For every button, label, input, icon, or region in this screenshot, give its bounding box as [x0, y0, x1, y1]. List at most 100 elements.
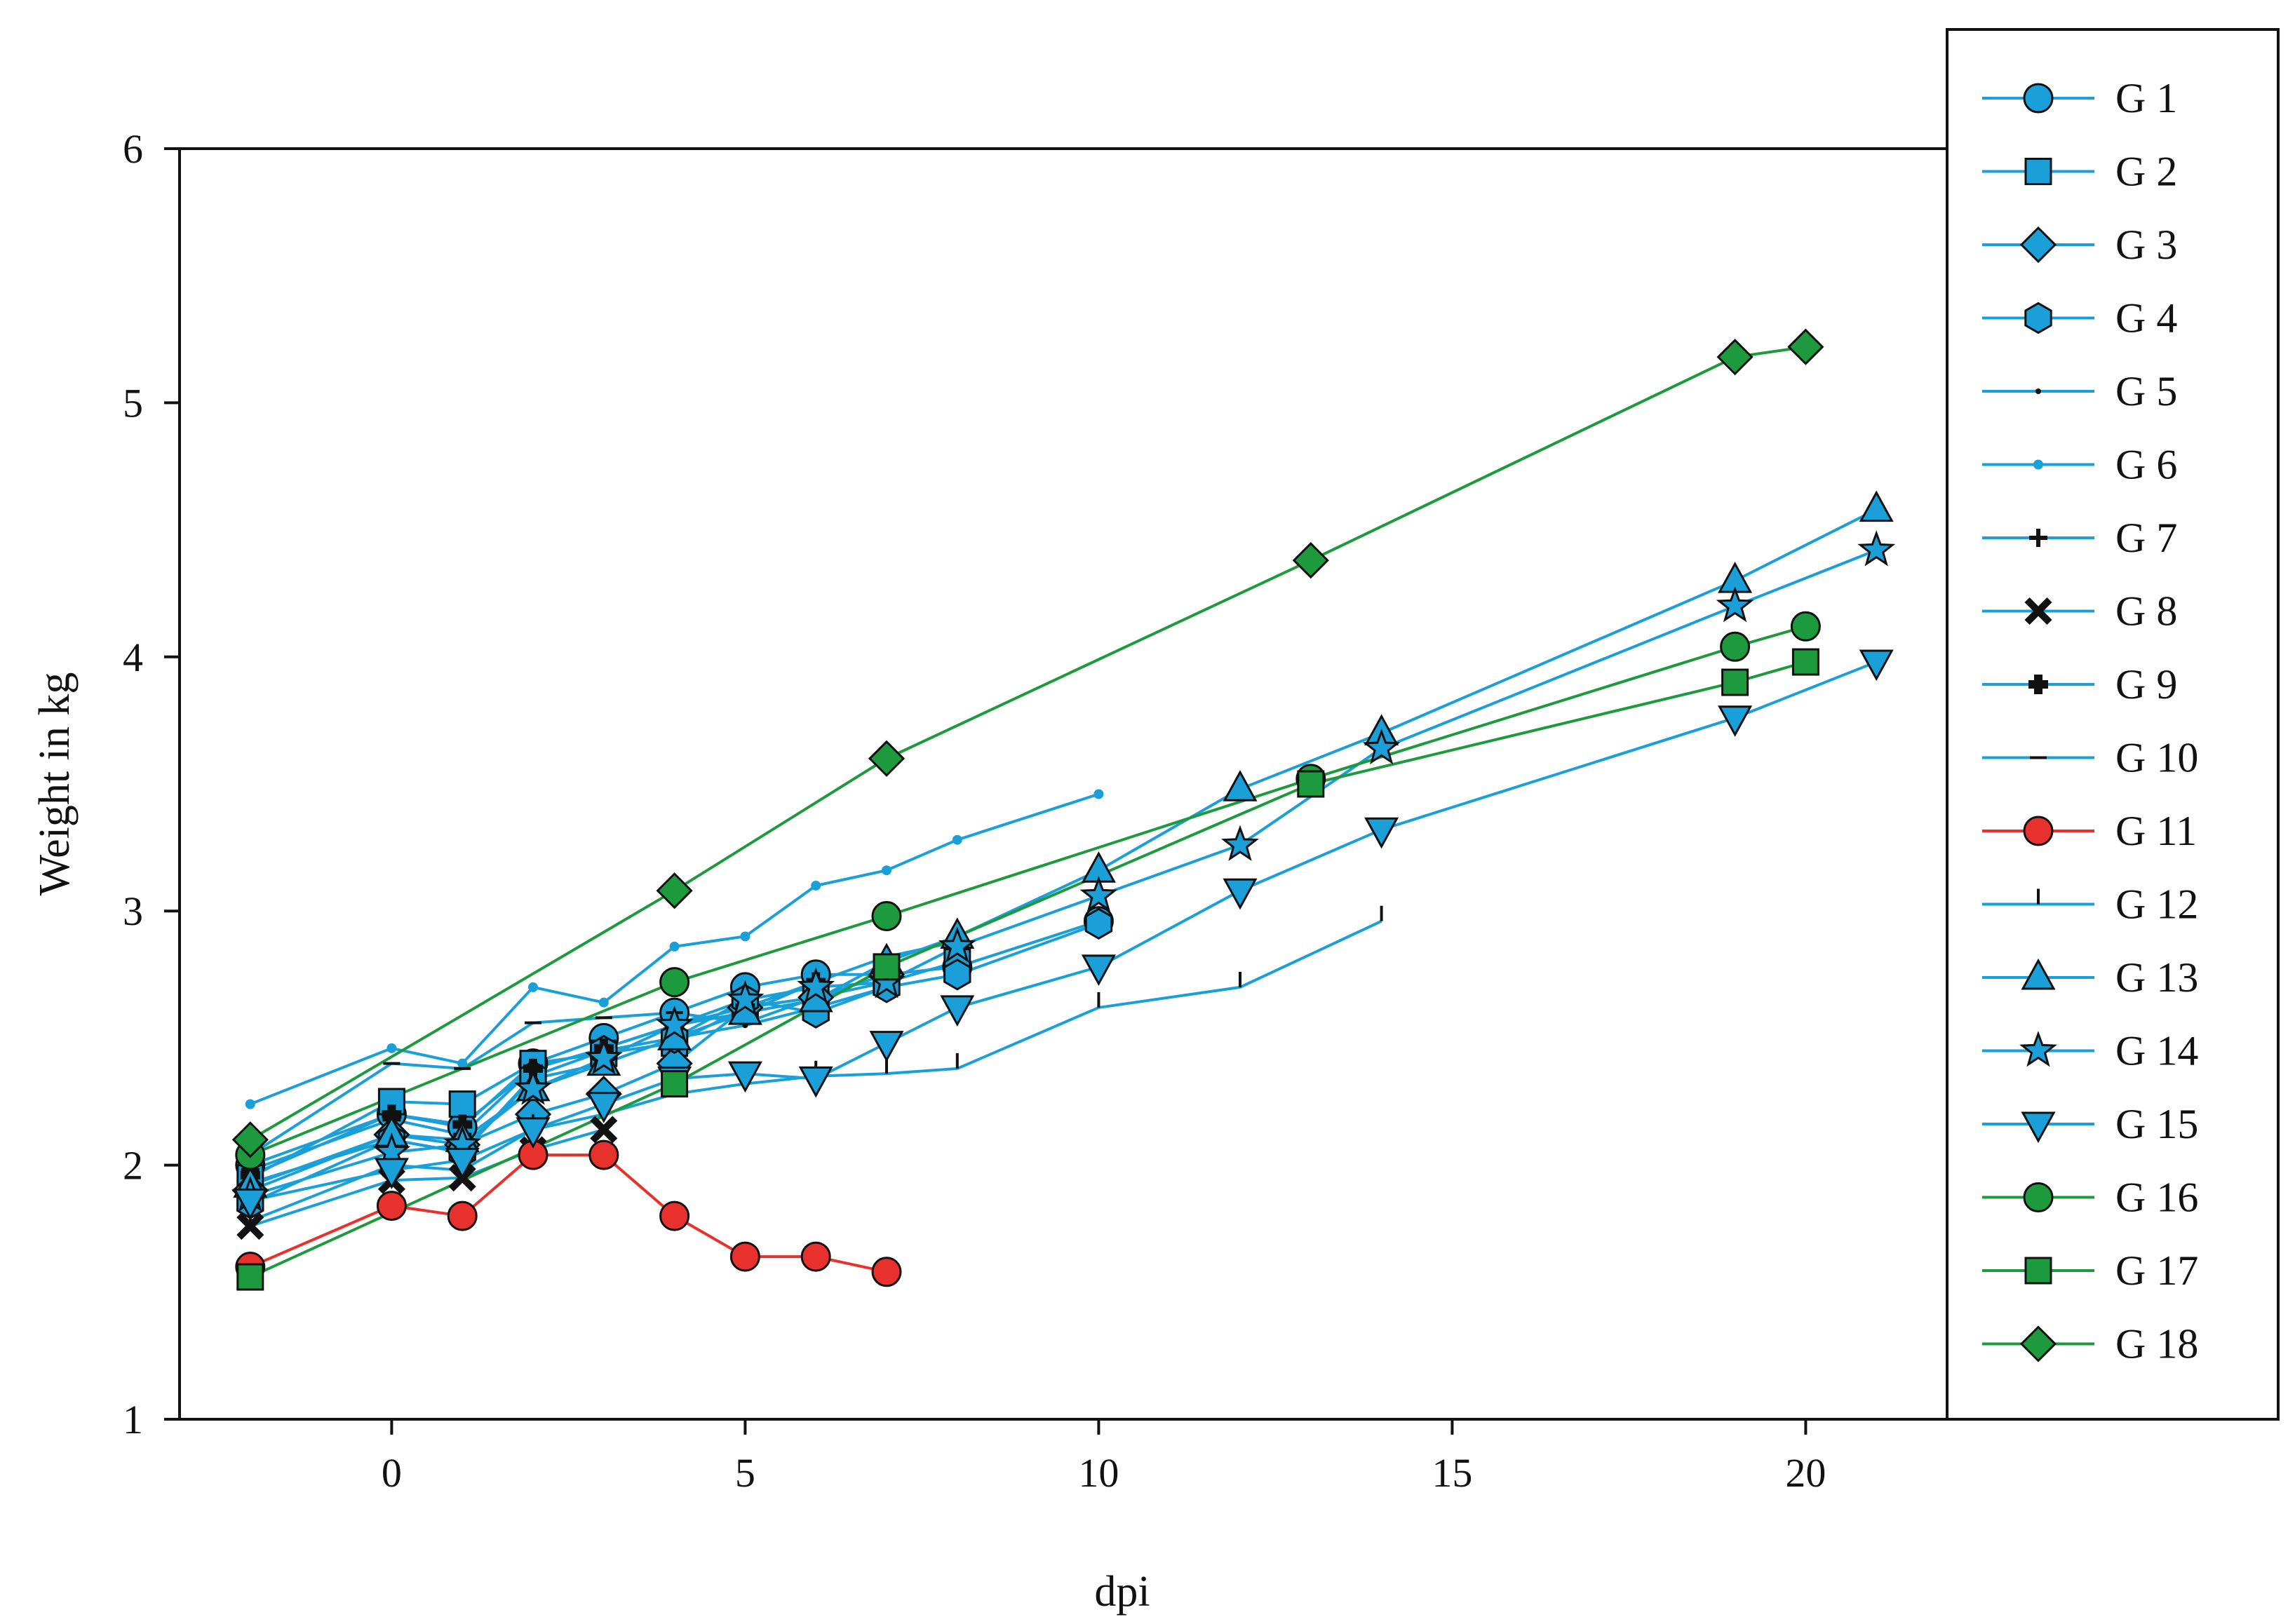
legend-marker [2023, 816, 2054, 846]
legend-item-g16: G 16 [1982, 1175, 2198, 1221]
legend-item-g9: G 9 [1982, 661, 2177, 708]
data-point-g18 [1787, 328, 1824, 365]
data-point-g14 [1079, 876, 1118, 912]
legend-item-g15: G 15 [1982, 1101, 2198, 1147]
legend-item-g3: G 3 [1982, 222, 2177, 268]
legend-marker [2019, 226, 2057, 264]
legend-marker [2023, 83, 2054, 114]
legend-marker [2024, 302, 2052, 334]
legend-item-g11: G 11 [1982, 808, 2197, 854]
data-point-g15 [869, 1031, 904, 1062]
data-point-g11 [588, 1139, 619, 1170]
data-point-g16 [659, 967, 690, 998]
legend-label: G 13 [2115, 954, 2198, 1001]
series-lines [249, 345, 1878, 1278]
legend: G 1 G 2 G 3 G 4 G 5 G 6 G 7 G 8 G 9 G 10 G 11 G 12 G… [1946, 28, 2280, 1421]
legend-label: G 9 [2115, 661, 2177, 708]
legend-label: G 1 [2115, 75, 2177, 121]
legend-label: G 7 [2115, 515, 2177, 561]
series-line-g2 [249, 960, 958, 1179]
legend-label: G 8 [2115, 588, 2177, 635]
legend-item-g5: G 5 [1982, 368, 2177, 414]
data-point-g2 [448, 1090, 476, 1118]
data-point-g15 [1364, 817, 1399, 849]
data-point-g6 [1093, 789, 1104, 799]
legend-item-g4: G 4 [1982, 295, 2177, 341]
data-point-g17 [1297, 770, 1325, 798]
legend-item-g7: G 7 [1982, 515, 2177, 561]
legend-label: G 12 [2115, 881, 2198, 928]
data-point-g11 [871, 1257, 902, 1287]
data-point-g17 [1721, 668, 1749, 696]
data-point-g8 [236, 1212, 264, 1240]
legend-box [1946, 28, 2280, 1421]
data-point-g6 [669, 941, 680, 952]
series-line-g17 [249, 661, 1806, 1278]
x-tick-label: 0 [382, 1450, 402, 1496]
legend-label: G 14 [2115, 1028, 2198, 1074]
legend-marker [2024, 1257, 2052, 1285]
legend-label: G 18 [2115, 1321, 2198, 1367]
series-line-g16 [250, 625, 1806, 1156]
data-point-g18 [231, 1121, 269, 1158]
data-point-g15 [1223, 878, 1258, 910]
series-line-g13 [250, 508, 1878, 1187]
legend-label: G 5 [2115, 368, 2177, 414]
legend-label: G 11 [2115, 808, 2197, 854]
data-point-g11 [659, 1200, 690, 1231]
y-tick-label: 4 [123, 635, 143, 680]
legend-label: G 6 [2115, 442, 2177, 488]
data-point-g14 [1362, 728, 1401, 765]
data-point-g6 [245, 1099, 255, 1109]
legend-marker [2023, 1182, 2054, 1212]
legend-marker [2028, 675, 2048, 694]
data-point-g14 [1221, 825, 1259, 861]
data-point-g11 [800, 1241, 831, 1272]
data-point-g14 [584, 1038, 623, 1075]
data-point-g15 [1718, 705, 1753, 737]
data-point-g15 [233, 1188, 268, 1220]
data-point-g11 [729, 1241, 760, 1272]
data-point-g11 [447, 1200, 478, 1231]
legend-item-g10: G 10 [1982, 735, 2198, 781]
data-point-g16 [871, 900, 902, 931]
y-tick-label: 2 [123, 1143, 143, 1189]
data-point-g15 [1859, 649, 1894, 682]
legend-marker [2033, 459, 2043, 470]
data-point-g4 [943, 959, 971, 991]
y-tick-label: 1 [123, 1397, 143, 1442]
data-point-g18 [1292, 541, 1329, 579]
data-point-g14 [938, 926, 976, 963]
data-point-g13 [1223, 770, 1258, 801]
data-point-g6 [598, 997, 609, 1008]
data-point-g6 [386, 1043, 397, 1053]
y-tick-label: 3 [123, 888, 143, 934]
y-tick-label: 5 [123, 380, 143, 426]
data-point-g15 [940, 995, 975, 1027]
data-point-g14 [1716, 586, 1754, 623]
y-axis-label: Weight in kg [31, 672, 79, 896]
data-point-g14 [655, 1005, 694, 1042]
data-point-g11 [376, 1191, 407, 1222]
legend-items: G 1 G 2 G 3 G 4 G 5 G 6 G 7 G 8 G 9 G 10 G 11 G 12 G… [1982, 75, 2198, 1367]
axes [178, 147, 1947, 1421]
legend-item-g18: G 18 [1982, 1321, 2198, 1367]
data-point-g15 [727, 1061, 762, 1093]
legend-marker [2021, 958, 2056, 990]
data-point-g15 [374, 1158, 409, 1189]
legend-label: G 3 [2115, 222, 2177, 268]
legend-item-g14: G 14 [1982, 1028, 2198, 1074]
data-point-g16 [1720, 631, 1751, 662]
data-point-g6 [811, 880, 821, 891]
data-point-g8 [590, 1116, 618, 1144]
legend-item-g13: G 13 [1982, 954, 2198, 1001]
data-point-g15 [798, 1066, 833, 1098]
legend-marker [2035, 388, 2041, 394]
series-line-g11 [250, 1153, 887, 1273]
series-line-g18 [249, 345, 1806, 1142]
data-point-g15 [1081, 954, 1116, 987]
x-tick-label: 20 [1785, 1450, 1826, 1496]
ticks: 0 5 10 15 20 1 2 3 4 5 6 [123, 126, 1826, 1496]
legend-marker [2029, 529, 2047, 547]
